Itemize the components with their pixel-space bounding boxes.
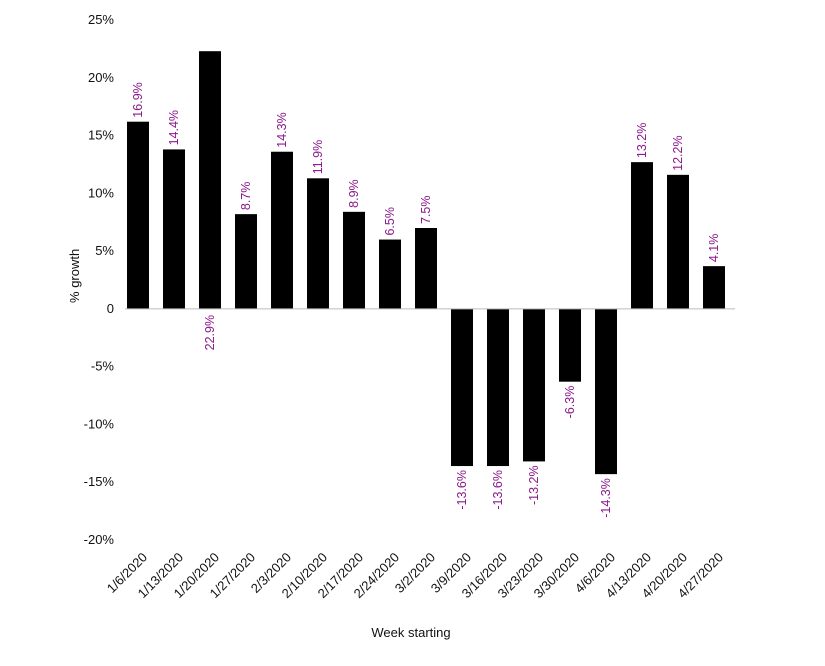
bars-group — [127, 51, 725, 475]
y-tick-label: 10% — [88, 185, 114, 200]
data-label: 16.9% — [131, 82, 145, 117]
y-tick-label: -10% — [84, 416, 115, 431]
y-tick-label: 5% — [95, 243, 114, 258]
data-label: -14.3% — [599, 478, 613, 518]
x-axis-title: Week starting — [371, 625, 450, 640]
bar — [631, 162, 653, 309]
data-label: 7.5% — [419, 196, 433, 225]
data-label: 12.2% — [671, 135, 685, 170]
bar — [415, 228, 437, 309]
data-label: 4.1% — [707, 234, 721, 263]
y-tick-label: 0 — [107, 301, 114, 316]
y-tick-label: -15% — [84, 474, 115, 489]
data-label: 6.5% — [383, 207, 397, 236]
data-label: 8.7% — [239, 182, 253, 211]
data-label: 14.3% — [275, 112, 289, 147]
bar — [595, 308, 617, 475]
bar — [199, 51, 221, 309]
y-tick-label: -5% — [91, 359, 115, 374]
bar — [127, 121, 149, 309]
bar — [451, 308, 473, 467]
y-tick-label: 25% — [88, 12, 114, 27]
data-label: -13.6% — [491, 470, 505, 510]
data-label: -13.6% — [455, 470, 469, 510]
data-label: 11.9% — [311, 140, 325, 175]
data-label: 22.9% — [203, 315, 217, 350]
y-tick-label: -20% — [84, 532, 115, 547]
bar — [271, 151, 293, 309]
bar — [559, 308, 581, 382]
bar — [163, 149, 185, 309]
y-tick-label: 15% — [88, 128, 114, 143]
y-tick-label: 20% — [88, 70, 114, 85]
data-label: 14.4% — [167, 110, 181, 145]
data-label: -13.2% — [527, 465, 541, 505]
bar — [667, 174, 689, 309]
bar — [487, 308, 509, 467]
bar — [307, 178, 329, 309]
x-axis: 1/6/20201/13/20201/20/20201/27/20202/3/2… — [104, 550, 726, 602]
data-label: 13.2% — [635, 123, 649, 158]
data-label: 8.9% — [347, 179, 361, 208]
data-label: -6.3% — [563, 386, 577, 419]
data-labels-group: 16.9% 14.4% 22.9% 8.7% 14.3% 11.9% 8.9% 6.5% 7.5… — [131, 82, 721, 518]
bar — [379, 239, 401, 309]
bar — [703, 266, 725, 309]
y-axis-title: % growth — [67, 249, 82, 303]
bar — [235, 214, 257, 309]
bar — [523, 308, 545, 462]
y-axis: 25% 20% 15% 10% 5% 0 -5% -10% -15% -20% — [84, 12, 115, 547]
bar — [343, 211, 365, 309]
